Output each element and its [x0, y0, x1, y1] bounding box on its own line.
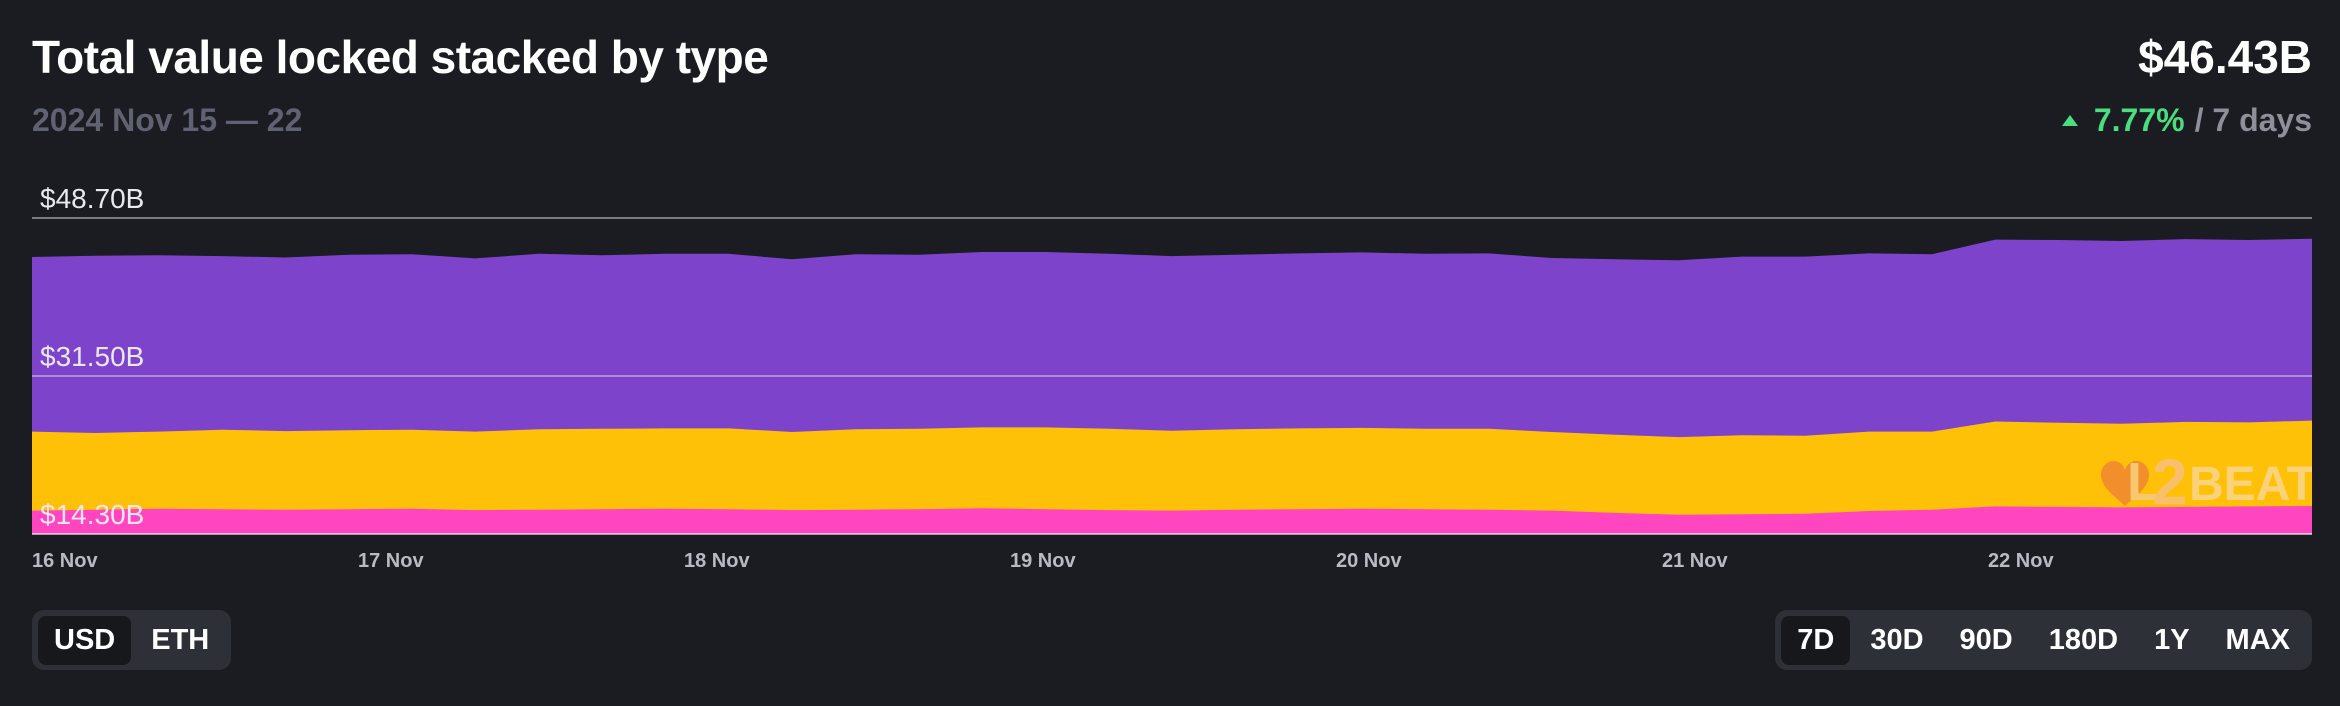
watermark-letter-l: L: [2127, 452, 2160, 512]
x-tick-label-0: 16 Nov: [32, 550, 98, 570]
range-max-button[interactable]: MAX: [2225, 623, 2290, 656]
chart-title: Total value locked stacked by type: [32, 31, 769, 83]
x-axis-labels: 16 Nov 17 Nov 18 Nov 19 Nov 20 Nov 21 Nov 22 N…: [32, 550, 2054, 570]
series-area-0: [32, 506, 2312, 534]
l2beat-watermark: L 2 BEAT: [2101, 446, 2312, 518]
x-tick-label-2: 18 Nov: [684, 550, 750, 570]
watermark-beat: BEAT: [2189, 458, 2312, 511]
range-1y-button[interactable]: 1Y: [2154, 623, 2190, 656]
change-percent: 7.77%: [2093, 102, 2185, 138]
date-range: 2024 Nov 15 — 22: [32, 102, 303, 138]
caret-up-icon: [2061, 115, 2078, 126]
series-area-1: [32, 420, 2312, 534]
grid-layer: [32, 217, 2312, 535]
x-tick-label-1: 17 Nov: [358, 550, 424, 570]
x-tick-label-3: 19 Nov: [1010, 550, 1076, 570]
chart-svg: L 2 BEAT $48.70B $31.50B $14.30B 16 Nov 17 …: [32, 183, 2312, 570]
x-tick-label-5: 21 Nov: [1662, 550, 1728, 570]
y-axis-labels: $48.70B $31.50B $14.30B: [40, 183, 144, 530]
y-tick-label-1: $31.50B: [40, 341, 144, 372]
watermark-digit-2: 2: [2152, 446, 2188, 518]
y-tick-label-2: $14.30B: [40, 499, 144, 530]
range-30d-button[interactable]: 30D: [1870, 623, 1924, 656]
unit-eth-button[interactable]: ETH: [151, 623, 210, 656]
change-period: / 7 days: [2194, 102, 2312, 138]
x-tick-label-6: 22 Nov: [1988, 550, 2054, 570]
range-90d-button[interactable]: 90D: [1959, 623, 2013, 656]
unit-toggle: USD ETH: [32, 610, 232, 670]
heart-icon: [2101, 460, 2149, 506]
stacked-area-chart: L 2 BEAT $48.70B $31.50B $14.30B 16 Nov 17 …: [32, 170, 2312, 570]
range-toggle: 7D 30D 90D 180D 1Y MAX: [1775, 610, 2312, 670]
unit-usd-button[interactable]: USD: [38, 615, 132, 665]
x-tick-label-4: 20 Nov: [1336, 550, 1402, 570]
total-value: $46.43B: [2138, 31, 2312, 83]
change-summary: 7.77% / 7 days: [2061, 102, 2312, 139]
areas-layer: [32, 238, 2312, 534]
range-7d-button[interactable]: 7D: [1781, 615, 1851, 665]
range-180d-button[interactable]: 180D: [2048, 623, 2119, 656]
y-tick-label-0: $48.70B: [40, 183, 144, 214]
